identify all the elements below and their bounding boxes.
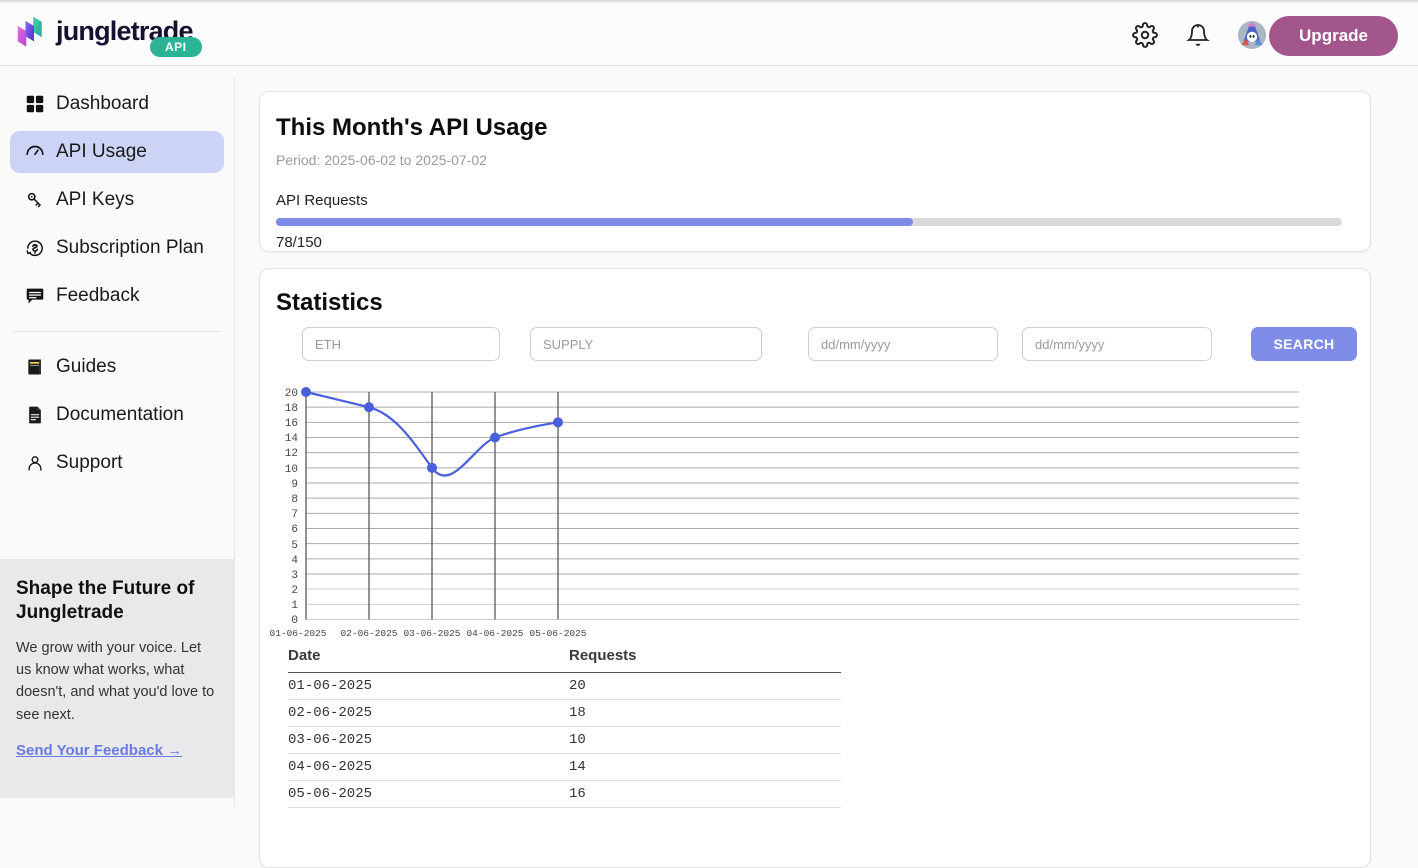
svg-text:04-06-2025: 04-06-2025 xyxy=(466,628,523,639)
svg-text:05-06-2025: 05-06-2025 xyxy=(529,628,586,639)
svg-text:4: 4 xyxy=(291,555,298,567)
svg-text:01-06-2025: 01-06-2025 xyxy=(269,628,326,639)
svg-text:14: 14 xyxy=(285,433,299,445)
svg-text:20: 20 xyxy=(285,388,298,400)
svg-text:1: 1 xyxy=(291,600,298,612)
svg-text:6: 6 xyxy=(291,524,298,536)
svg-text:10: 10 xyxy=(285,464,298,476)
svg-text:16: 16 xyxy=(285,418,298,430)
svg-text:3: 3 xyxy=(291,570,298,582)
svg-text:2: 2 xyxy=(291,585,298,597)
svg-text:03-06-2025: 03-06-2025 xyxy=(403,628,460,639)
svg-text:18: 18 xyxy=(285,403,298,415)
svg-text:9: 9 xyxy=(291,479,298,491)
svg-text:7: 7 xyxy=(291,509,298,521)
svg-text:5: 5 xyxy=(291,540,298,552)
svg-text:02-06-2025: 02-06-2025 xyxy=(340,628,397,639)
svg-text:0: 0 xyxy=(291,615,298,627)
svg-text:12: 12 xyxy=(285,448,298,460)
svg-text:8: 8 xyxy=(291,494,298,506)
